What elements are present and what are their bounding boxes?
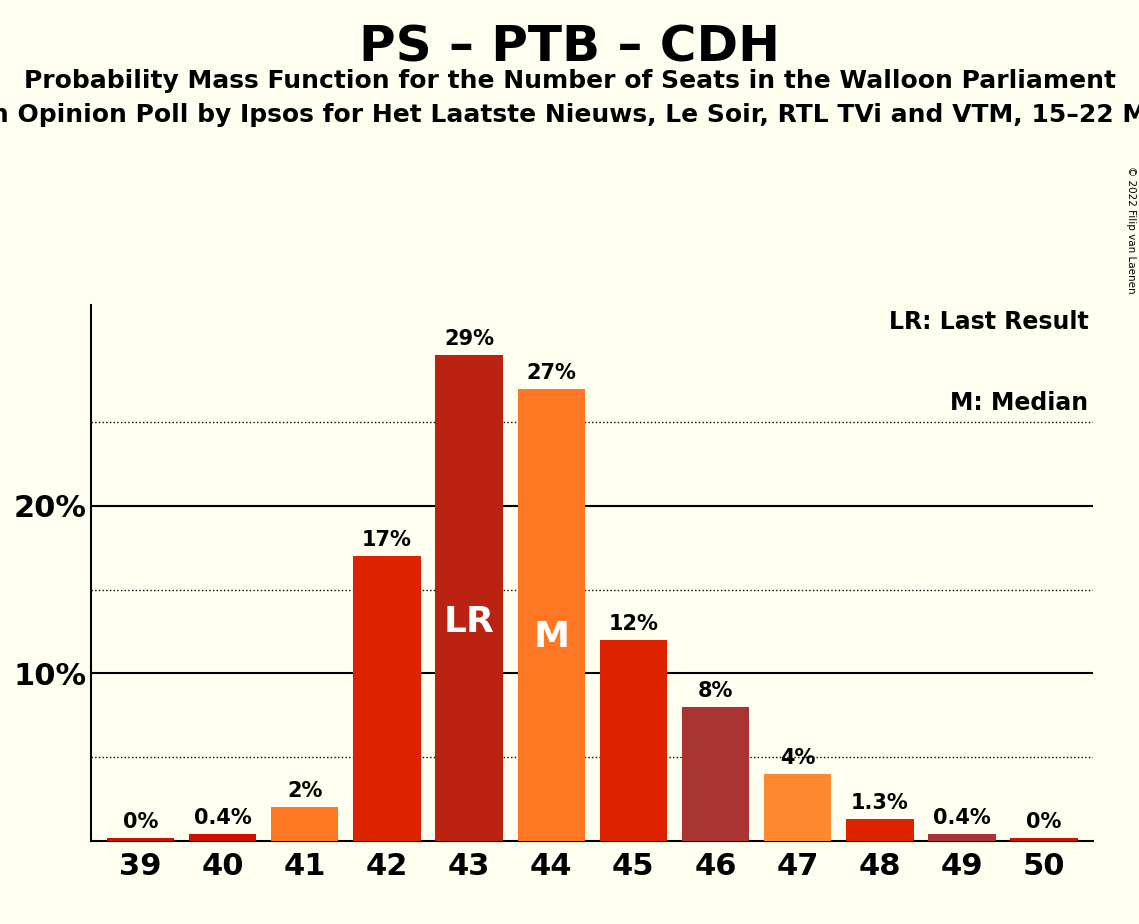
- Text: M: Median: M: Median: [950, 391, 1089, 415]
- Text: 2%: 2%: [287, 782, 322, 801]
- Text: 4%: 4%: [780, 748, 816, 768]
- Text: PS – PTB – CDH: PS – PTB – CDH: [359, 23, 780, 71]
- Bar: [928, 834, 995, 841]
- Text: 12%: 12%: [608, 614, 658, 634]
- Bar: [1010, 838, 1077, 841]
- Text: 27%: 27%: [526, 363, 576, 383]
- Text: 29%: 29%: [444, 329, 494, 349]
- Text: 17%: 17%: [362, 530, 412, 551]
- Bar: [435, 355, 502, 841]
- Bar: [107, 838, 174, 841]
- Text: © 2022 Filip van Laenen: © 2022 Filip van Laenen: [1126, 166, 1136, 294]
- Text: LR: LR: [443, 605, 494, 639]
- Text: 8%: 8%: [698, 681, 734, 701]
- Text: on an Opinion Poll by Ipsos for Het Laatste Nieuws, Le Soir, RTL TVi and VTM, 15: on an Opinion Poll by Ipsos for Het Laat…: [0, 103, 1139, 128]
- Text: 1.3%: 1.3%: [851, 793, 909, 813]
- Bar: [353, 556, 420, 841]
- Text: LR: Last Result: LR: Last Result: [888, 310, 1089, 334]
- Bar: [599, 639, 667, 841]
- Bar: [517, 389, 585, 841]
- Text: M: M: [533, 620, 570, 654]
- Bar: [271, 808, 338, 841]
- Text: 0.4%: 0.4%: [194, 808, 252, 828]
- Text: 0%: 0%: [123, 812, 158, 833]
- Text: 0%: 0%: [1026, 812, 1062, 833]
- Bar: [846, 819, 913, 841]
- Bar: [682, 707, 749, 841]
- Text: Probability Mass Function for the Number of Seats in the Walloon Parliament: Probability Mass Function for the Number…: [24, 69, 1115, 93]
- Text: 0.4%: 0.4%: [933, 808, 991, 828]
- Bar: [189, 834, 256, 841]
- Bar: [764, 774, 831, 841]
